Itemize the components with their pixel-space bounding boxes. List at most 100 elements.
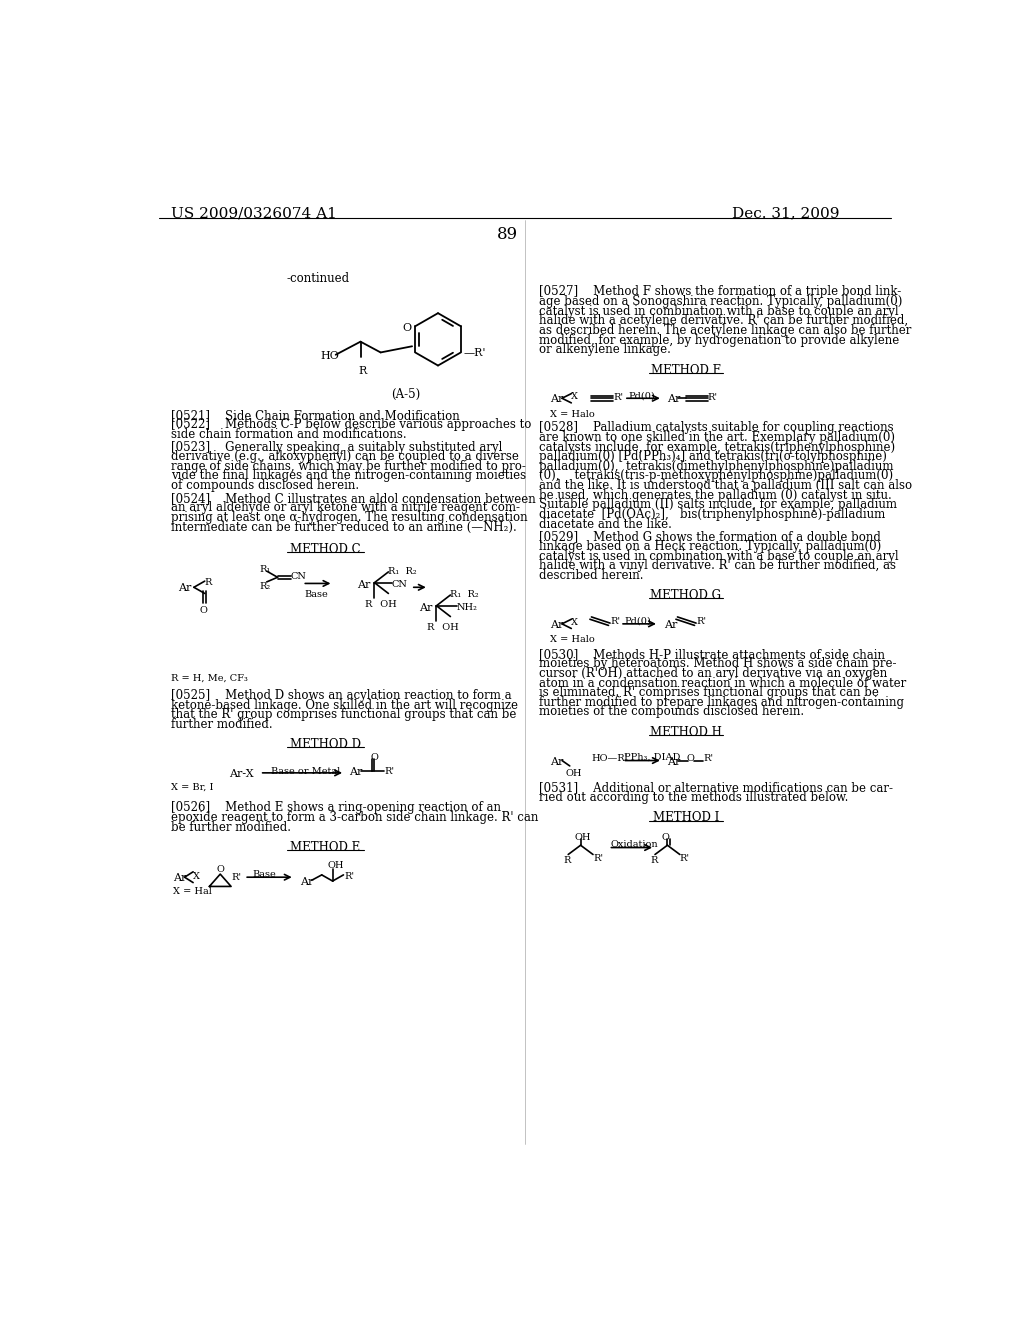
Text: X = Br, I: X = Br, I xyxy=(171,783,213,792)
Text: METHOD F: METHOD F xyxy=(651,363,721,376)
Text: CN: CN xyxy=(291,572,306,581)
Text: HO: HO xyxy=(321,351,339,360)
Text: R₂: R₂ xyxy=(260,582,271,591)
Text: age based on a Sonogashira reaction. Typically, palladium(0): age based on a Sonogashira reaction. Typ… xyxy=(539,296,902,308)
Text: R': R' xyxy=(708,393,718,401)
Text: X = Hal: X = Hal xyxy=(173,887,212,896)
Text: OH: OH xyxy=(565,770,582,777)
Text: palladium(0) [Pd(PPh₃)₄] and tetrakis(tri(o-tolylphosphine): palladium(0) [Pd(PPh₃)₄] and tetrakis(tr… xyxy=(539,450,887,463)
Text: R₁: R₁ xyxy=(260,565,271,574)
Text: halide with a vinyl derivative. R' can be further modified, as: halide with a vinyl derivative. R' can b… xyxy=(539,560,896,572)
Text: (A-5): (A-5) xyxy=(391,388,420,401)
Text: Ar: Ar xyxy=(300,878,313,887)
Text: Base: Base xyxy=(304,590,328,598)
Text: linkage based on a Heck reaction. Typically, palladium(0): linkage based on a Heck reaction. Typica… xyxy=(539,540,881,553)
Text: an aryl aldehyde or aryl ketone with a nitrile reagent com-: an aryl aldehyde or aryl ketone with a n… xyxy=(171,502,519,515)
Text: R: R xyxy=(365,601,372,610)
Text: prising at least one α-hydrogen. The resulting condensation: prising at least one α-hydrogen. The res… xyxy=(171,511,527,524)
Text: moieties by heteroatoms. Method H shows a side chain pre-: moieties by heteroatoms. Method H shows … xyxy=(539,657,896,671)
Text: METHOD I: METHOD I xyxy=(653,812,719,825)
Text: (0),    tetrakis(tris-p-methoxyphenylphosphine)palladium(0): (0), tetrakis(tris-p-methoxyphenylphosph… xyxy=(539,470,893,483)
Text: Ar: Ar xyxy=(178,583,191,594)
Text: vide the final linkages and the nitrogen-containing moieties: vide the final linkages and the nitrogen… xyxy=(171,470,525,483)
Text: is eliminated. R' comprises functional groups that can be: is eliminated. R' comprises functional g… xyxy=(539,686,879,700)
Text: Ar: Ar xyxy=(349,767,362,777)
Text: Ar: Ar xyxy=(665,620,678,630)
Text: R: R xyxy=(650,857,657,865)
Text: R = H, Me, CF₃: R = H, Me, CF₃ xyxy=(171,673,248,682)
Text: derivative (e.g., alkoxyphenyl) can be coupled to a diverse: derivative (e.g., alkoxyphenyl) can be c… xyxy=(171,450,518,463)
Text: atom in a condensation reaction in which a molecule of water: atom in a condensation reaction in which… xyxy=(539,677,906,689)
Text: R': R' xyxy=(593,854,603,863)
Text: Ar: Ar xyxy=(667,756,680,767)
Text: intermediate can be further reduced to an amine (—NH₂).: intermediate can be further reduced to a… xyxy=(171,520,516,533)
Text: diacetate and the like.: diacetate and the like. xyxy=(539,517,672,531)
Text: be used, which generates the palladium (0) catalyst in situ.: be used, which generates the palladium (… xyxy=(539,488,892,502)
Text: R': R' xyxy=(385,767,394,776)
Text: be further modified.: be further modified. xyxy=(171,821,291,834)
Text: METHOD H: METHOD H xyxy=(650,726,722,739)
Text: R: R xyxy=(426,623,434,632)
Text: Pd(0): Pd(0) xyxy=(629,391,655,400)
Text: METHOD C: METHOD C xyxy=(291,543,360,556)
Text: R₁  R₂: R₁ R₂ xyxy=(388,568,417,577)
Text: Ar: Ar xyxy=(356,579,370,590)
Text: O: O xyxy=(200,606,207,615)
Text: epoxide reagent to form a 3-carbon side chain linkage. R' can: epoxide reagent to form a 3-carbon side … xyxy=(171,810,538,824)
Text: [0528]    Palladium catalysts suitable for coupling reactions: [0528] Palladium catalysts suitable for … xyxy=(539,421,893,434)
Text: OH: OH xyxy=(436,623,459,632)
Text: further modified to prepare linkages and nitrogen-containing: further modified to prepare linkages and… xyxy=(539,696,904,709)
Text: cursor (R'OH) attached to an aryl derivative via an oxygen: cursor (R'OH) attached to an aryl deriva… xyxy=(539,667,887,680)
Text: further modified.: further modified. xyxy=(171,718,272,731)
Text: O: O xyxy=(402,323,412,333)
Text: catalyst is used in combination with a base to couple an aryl: catalyst is used in combination with a b… xyxy=(539,305,898,318)
Text: R: R xyxy=(358,367,367,376)
Text: O: O xyxy=(687,755,694,763)
Text: METHOD D: METHOD D xyxy=(290,738,361,751)
Text: halide with a acetylene derivative. R' can be further modified,: halide with a acetylene derivative. R' c… xyxy=(539,314,908,327)
Text: HO—R': HO—R' xyxy=(592,755,628,763)
Text: [0524]    Method C illustrates an aldol condensation between: [0524] Method C illustrates an aldol con… xyxy=(171,492,536,504)
Text: Oxidation: Oxidation xyxy=(610,840,657,849)
Text: CN: CN xyxy=(391,579,408,589)
Text: side chain formation and modifications.: side chain formation and modifications. xyxy=(171,428,407,441)
Text: R': R' xyxy=(610,616,621,626)
Text: as described herein. The acetylene linkage can also be further: as described herein. The acetylene linka… xyxy=(539,323,911,337)
Text: -continued: -continued xyxy=(287,272,350,285)
Text: R: R xyxy=(205,578,212,587)
Text: O: O xyxy=(216,865,224,874)
Text: ketone-based linkage. One skilled in the art will recognize: ketone-based linkage. One skilled in the… xyxy=(171,698,517,711)
Text: X = Halo: X = Halo xyxy=(550,635,595,644)
Text: R': R' xyxy=(613,393,624,401)
Text: or alkenylene linkage.: or alkenylene linkage. xyxy=(539,343,671,356)
Text: Ar: Ar xyxy=(173,874,186,883)
Text: Dec. 31, 2009: Dec. 31, 2009 xyxy=(732,206,840,220)
Text: X: X xyxy=(571,392,579,401)
Text: palladium(0),  tetrakis(dimethylphenylphosphine)pailadium: palladium(0), tetrakis(dimethylphenylpho… xyxy=(539,459,893,473)
Text: [0526]    Method E shows a ring-opening reaction of an: [0526] Method E shows a ring-opening rea… xyxy=(171,801,501,814)
Text: O: O xyxy=(371,752,379,762)
Text: Ar: Ar xyxy=(667,395,680,404)
Text: OH: OH xyxy=(375,601,397,610)
Text: [0527]    Method F shows the formation of a triple bond link-: [0527] Method F shows the formation of a… xyxy=(539,285,901,298)
Text: OH: OH xyxy=(328,861,344,870)
Text: R₁  R₂: R₁ R₂ xyxy=(451,590,479,599)
Text: moieties of the compounds disclosed herein.: moieties of the compounds disclosed here… xyxy=(539,705,804,718)
Text: [0525]    Method D shows an acylation reaction to form a: [0525] Method D shows an acylation react… xyxy=(171,689,511,702)
Text: Base or Metal: Base or Metal xyxy=(271,767,341,776)
Text: Ar: Ar xyxy=(419,603,432,612)
Text: Ar: Ar xyxy=(550,395,564,404)
Text: [0531]    Additional or alternative modifications can be car-: [0531] Additional or alternative modific… xyxy=(539,781,893,795)
Text: R: R xyxy=(563,857,571,865)
Text: Ar-X: Ar-X xyxy=(228,770,253,779)
Text: R': R' xyxy=(680,854,690,863)
Text: —R': —R' xyxy=(464,348,486,358)
Text: modified, for example, by hydrogenation to provide alkylene: modified, for example, by hydrogenation … xyxy=(539,334,899,347)
Text: Pd(0): Pd(0) xyxy=(625,616,651,626)
Text: catalyst is used in combination with a base to couple an aryl: catalyst is used in combination with a b… xyxy=(539,549,898,562)
Text: NH₂: NH₂ xyxy=(457,603,477,611)
Text: Ar: Ar xyxy=(550,756,564,767)
Text: catalysts include, for example, tetrakis(triphenylphosphine): catalysts include, for example, tetrakis… xyxy=(539,441,895,454)
Text: [0523]    Generally speaking, a suitably substituted aryl: [0523] Generally speaking, a suitably su… xyxy=(171,441,502,454)
Text: X: X xyxy=(571,618,579,627)
